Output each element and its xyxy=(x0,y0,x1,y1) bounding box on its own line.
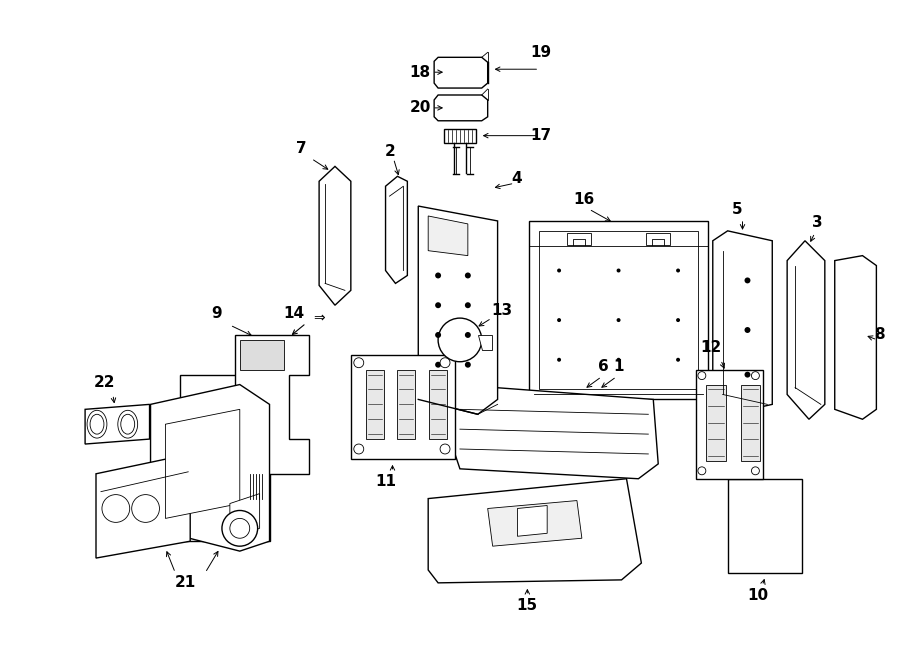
Polygon shape xyxy=(385,176,408,284)
Polygon shape xyxy=(518,506,547,536)
Polygon shape xyxy=(646,233,670,245)
Circle shape xyxy=(354,358,364,368)
Circle shape xyxy=(435,362,441,368)
Ellipse shape xyxy=(87,410,107,438)
Text: 14: 14 xyxy=(284,305,305,321)
Circle shape xyxy=(230,518,249,538)
Polygon shape xyxy=(351,355,455,459)
Circle shape xyxy=(752,371,760,379)
Text: 1: 1 xyxy=(613,359,624,374)
Polygon shape xyxy=(696,369,763,479)
Ellipse shape xyxy=(118,410,138,438)
Circle shape xyxy=(438,318,482,362)
Circle shape xyxy=(616,358,621,362)
Text: 15: 15 xyxy=(517,598,538,613)
Polygon shape xyxy=(166,409,239,518)
Polygon shape xyxy=(235,335,310,474)
Circle shape xyxy=(616,268,621,272)
Ellipse shape xyxy=(121,414,135,434)
Polygon shape xyxy=(834,256,877,419)
Circle shape xyxy=(676,318,680,322)
Text: 18: 18 xyxy=(410,65,431,80)
Polygon shape xyxy=(150,385,269,551)
Polygon shape xyxy=(478,335,491,350)
Polygon shape xyxy=(230,494,259,538)
Circle shape xyxy=(465,302,471,308)
Polygon shape xyxy=(434,58,488,88)
Circle shape xyxy=(435,302,441,308)
Text: 16: 16 xyxy=(573,192,595,207)
Ellipse shape xyxy=(90,414,104,434)
Polygon shape xyxy=(398,369,415,439)
Text: 3: 3 xyxy=(812,215,823,231)
Text: 4: 4 xyxy=(511,171,522,186)
Polygon shape xyxy=(539,231,698,389)
Circle shape xyxy=(557,268,561,272)
Polygon shape xyxy=(86,405,149,444)
Circle shape xyxy=(465,272,471,278)
Circle shape xyxy=(744,327,751,333)
Polygon shape xyxy=(727,479,802,573)
Ellipse shape xyxy=(102,494,130,522)
Circle shape xyxy=(465,332,471,338)
Polygon shape xyxy=(320,167,351,305)
Text: 7: 7 xyxy=(296,141,307,156)
Polygon shape xyxy=(428,216,468,256)
Text: 9: 9 xyxy=(212,305,222,321)
Text: 8: 8 xyxy=(874,327,885,342)
Text: 20: 20 xyxy=(410,100,431,116)
Polygon shape xyxy=(529,221,707,399)
Text: 2: 2 xyxy=(385,144,396,159)
Text: 12: 12 xyxy=(700,340,722,356)
Text: 5: 5 xyxy=(733,202,742,217)
Circle shape xyxy=(744,278,751,284)
Circle shape xyxy=(435,272,441,278)
Polygon shape xyxy=(429,369,447,439)
Polygon shape xyxy=(365,369,383,439)
Ellipse shape xyxy=(131,494,159,522)
Polygon shape xyxy=(239,340,284,369)
Text: 17: 17 xyxy=(531,128,552,143)
Polygon shape xyxy=(741,385,760,461)
Polygon shape xyxy=(706,385,725,461)
Text: 6: 6 xyxy=(598,359,609,374)
Circle shape xyxy=(435,332,441,338)
Circle shape xyxy=(465,362,471,368)
Circle shape xyxy=(698,371,706,379)
Circle shape xyxy=(744,371,751,377)
Text: 10: 10 xyxy=(747,588,768,603)
Text: 19: 19 xyxy=(531,45,552,60)
Polygon shape xyxy=(455,385,658,479)
Text: ⇒: ⇒ xyxy=(313,310,325,324)
Text: 22: 22 xyxy=(94,375,116,390)
Circle shape xyxy=(354,444,364,454)
Polygon shape xyxy=(444,129,476,143)
Polygon shape xyxy=(567,233,590,245)
Circle shape xyxy=(676,358,680,362)
Polygon shape xyxy=(96,454,190,558)
Polygon shape xyxy=(713,231,772,414)
Text: 11: 11 xyxy=(375,474,396,489)
Text: 13: 13 xyxy=(491,303,512,318)
Circle shape xyxy=(440,358,450,368)
Circle shape xyxy=(616,318,621,322)
Circle shape xyxy=(676,268,680,272)
Polygon shape xyxy=(788,241,824,419)
Polygon shape xyxy=(418,206,498,414)
Polygon shape xyxy=(180,375,269,541)
Polygon shape xyxy=(434,95,488,121)
Text: 21: 21 xyxy=(175,575,196,590)
Circle shape xyxy=(752,467,760,475)
Circle shape xyxy=(222,510,257,546)
Circle shape xyxy=(557,358,561,362)
Circle shape xyxy=(698,467,706,475)
Polygon shape xyxy=(488,500,582,546)
Polygon shape xyxy=(428,479,642,583)
Circle shape xyxy=(557,318,561,322)
Circle shape xyxy=(440,444,450,454)
